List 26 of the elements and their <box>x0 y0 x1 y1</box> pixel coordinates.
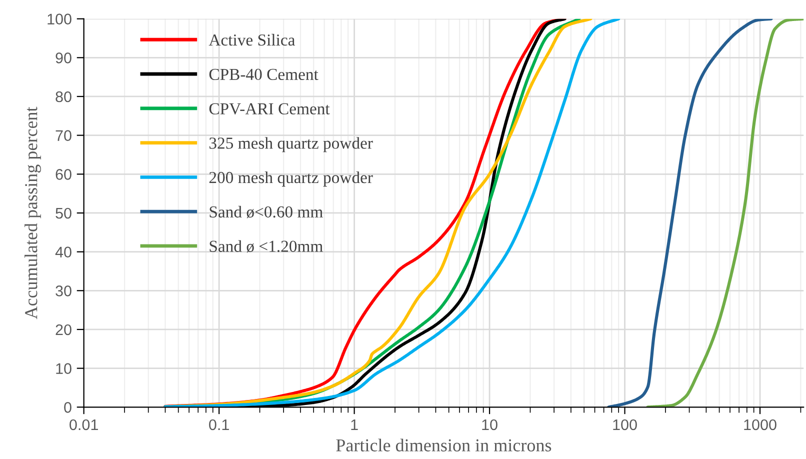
legend-label: Sand ø<0.60 mm <box>210 206 323 218</box>
y-tick-label: 50 <box>56 208 72 219</box>
y-tick-label: 0 <box>64 402 72 413</box>
x-tick-label: 100 <box>613 419 637 430</box>
y-tick-label: 10 <box>56 363 72 374</box>
y-axis-title: Accumulated passing percent <box>24 106 41 320</box>
y-tick-label: 60 <box>56 169 72 180</box>
legend-label: 200 mesh quartz powder <box>209 171 373 187</box>
legend-label: Active Silica <box>208 34 295 46</box>
y-tick-label: 100 <box>48 14 72 25</box>
legend-label: CPB-40 Cement <box>209 68 318 80</box>
x-tick-label: 1000 <box>744 419 776 430</box>
legend-label: 325 mesh quartz powder <box>209 137 373 152</box>
x-tick-label: 0.01 <box>70 419 98 430</box>
y-tick-label: 70 <box>56 130 72 141</box>
legend-label: CPV-ARI Cement <box>209 103 330 115</box>
y-tick-label: 20 <box>56 324 72 336</box>
x-tick-label: 0.1 <box>209 419 229 430</box>
x-tick-label: 10 <box>482 419 498 430</box>
y-tick-label: 40 <box>55 246 72 258</box>
y-tick-label: 30 <box>56 286 72 296</box>
x-tick-label: 1 <box>351 420 358 430</box>
y-tick-label: 80 <box>56 91 72 102</box>
legend-label: Sand ø <1.20mm <box>210 240 323 252</box>
x-axis-title: Particle dimension in microns <box>336 438 552 452</box>
y-tick-label: 90 <box>56 52 72 64</box>
